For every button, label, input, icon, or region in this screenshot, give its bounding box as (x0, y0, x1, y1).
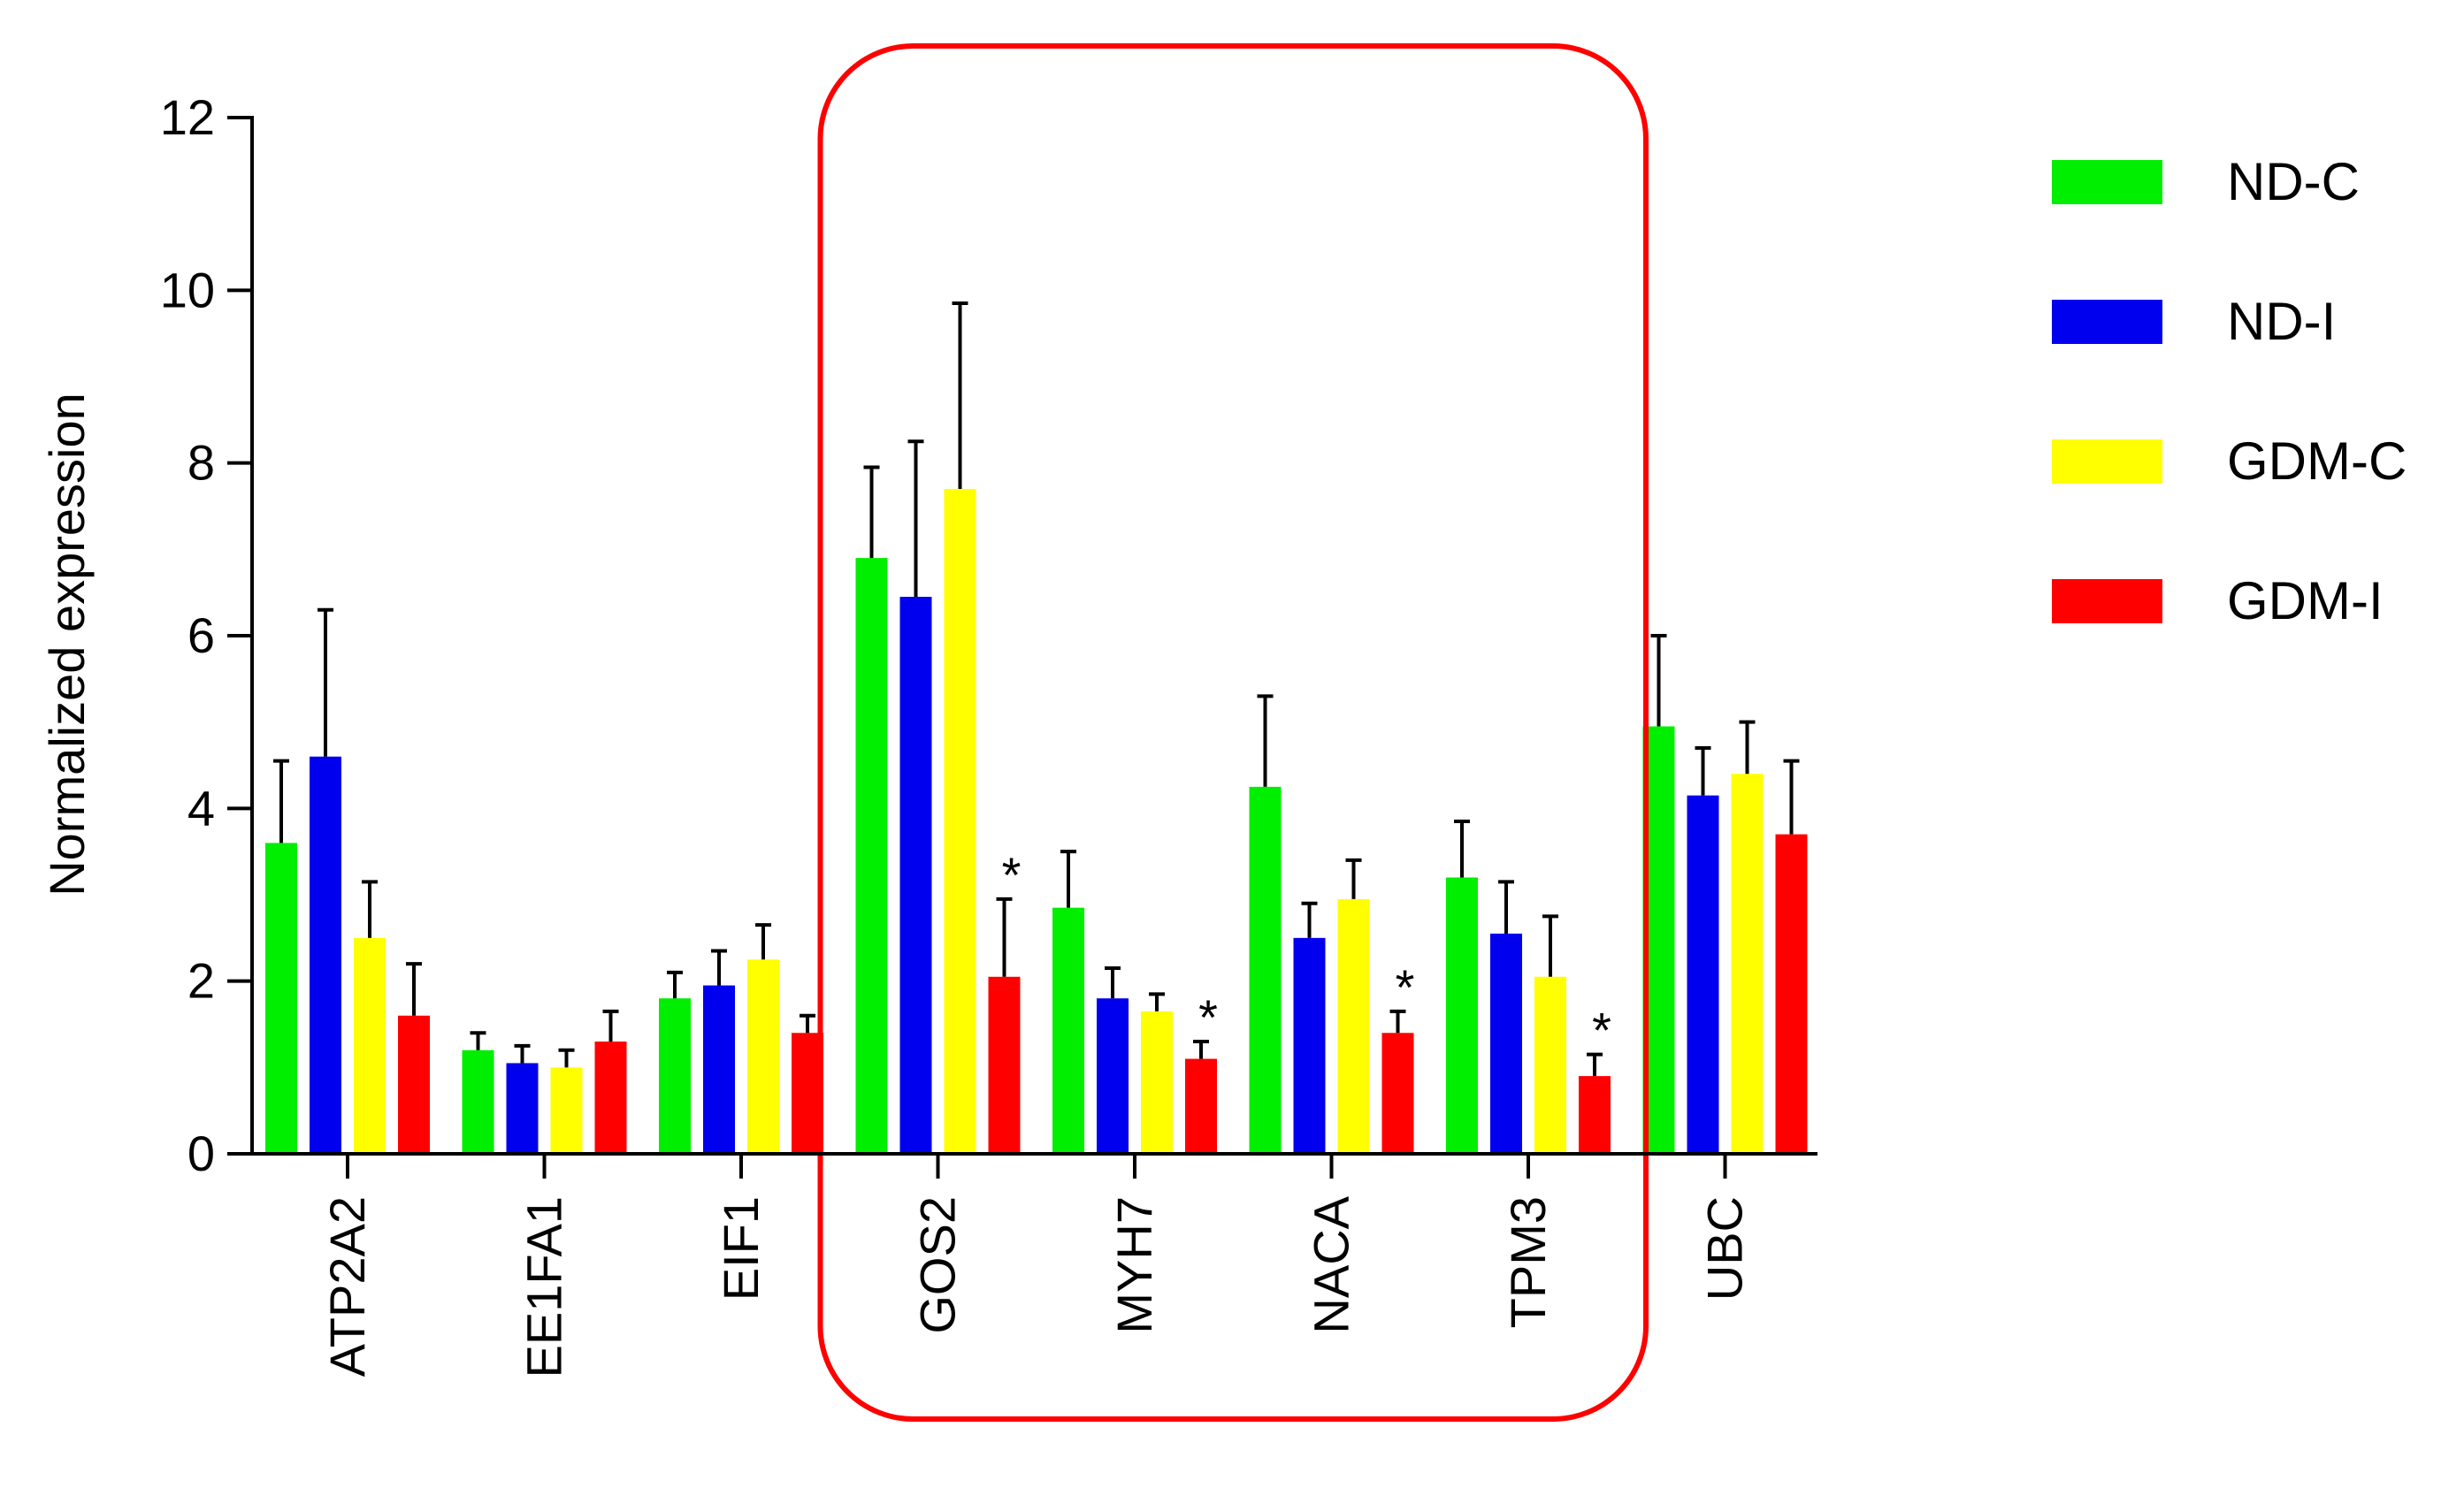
y-tick-label-0: 0 (187, 1126, 215, 1181)
legend-swatch-gdm-c (2052, 439, 2162, 484)
bar-myh7-nd-c (1052, 907, 1084, 1154)
bar-ee1fa1-gdm-i (594, 1042, 627, 1154)
y-tick-label-4: 4 (187, 780, 215, 836)
bar-ubc-gdm-i (1775, 834, 1808, 1154)
bar-ee1fa1-nd-c (462, 1049, 494, 1154)
x-tick-label-eif1: EIF1 (713, 1196, 769, 1301)
y-tick-label-10: 10 (160, 262, 215, 317)
bar-eif1-nd-i (703, 985, 735, 1154)
legend-swatch-nd-i (2052, 300, 2162, 344)
bar-atp2a2-gdm-c (354, 937, 386, 1154)
bar-ubc-gdm-c (1731, 774, 1764, 1154)
y-tick-label-2: 2 (187, 953, 215, 1009)
bar-atp2a2-nd-c (265, 843, 297, 1154)
legend-swatch-nd-c (2052, 160, 2162, 204)
error-bars-layer (273, 301, 1800, 1077)
bar-atp2a2-gdm-i (398, 1015, 430, 1154)
x-tick-label-naca: NACA (1304, 1195, 1359, 1333)
bars-layer (265, 488, 1808, 1154)
x-tick-label-myh7: MYH7 (1106, 1196, 1162, 1334)
bar-ee1fa1-nd-i (506, 1063, 539, 1154)
bar-myh7-gdm-c (1141, 1011, 1173, 1154)
bar-tpm3-nd-c (1446, 877, 1478, 1154)
x-tick-label-ee1fa1: EE1FA1 (517, 1196, 572, 1377)
bar-eif1-nd-c (659, 998, 691, 1154)
x-tick-label-tpm3: TPM3 (1500, 1196, 1556, 1328)
bar-naca-gdm-i (1381, 1033, 1414, 1154)
bar-gos2-gdm-i (988, 976, 1021, 1154)
bar-tpm3-gdm-i (1579, 1076, 1611, 1154)
y-tick-label-8: 8 (187, 435, 215, 491)
legend-label-gdm-c: GDM-C (2227, 431, 2407, 491)
legend: ND-C ND-I GDM-C GDM-I (2052, 152, 2407, 630)
y-axis-label: Normalized expression (39, 393, 95, 897)
bar-myh7-gdm-i (1185, 1058, 1217, 1154)
bar-ee1fa1-gdm-c (550, 1067, 583, 1154)
significance-marker-myh7: * (1198, 989, 1218, 1045)
y-tick-label-6: 6 (187, 607, 215, 663)
highlight-box (817, 43, 1649, 1422)
highlight-layer (817, 43, 1649, 1422)
bar-naca-nd-c (1249, 786, 1282, 1154)
bar-tpm3-gdm-c (1534, 976, 1566, 1154)
significance-marker-tpm3: * (1592, 1003, 1611, 1058)
x-tick-label-atp2a2: ATP2A2 (319, 1196, 375, 1377)
legend-swatch-gdm-i (2052, 579, 2162, 623)
bar-eif1-gdm-c (747, 959, 779, 1154)
legend-label-nd-i: ND-I (2227, 292, 2336, 351)
bar-naca-gdm-c (1337, 898, 1370, 1154)
bar-ubc-nd-i (1687, 795, 1719, 1154)
significance-marker-naca: * (1396, 959, 1415, 1015)
bar-atp2a2-nd-i (310, 756, 341, 1154)
bar-gos2-nd-i (899, 597, 932, 1154)
bar-gos2-gdm-c (944, 488, 976, 1154)
legend-label-gdm-i: GDM-I (2227, 571, 2384, 630)
y-tick-label-12: 12 (160, 89, 215, 145)
bar-myh7-nd-i (1097, 998, 1129, 1154)
x-tick-label-gos2: GOS2 (910, 1196, 966, 1334)
bar-naca-nd-i (1293, 937, 1326, 1154)
bar-tpm3-nd-i (1490, 933, 1522, 1154)
legend-label-nd-c: ND-C (2227, 152, 2360, 211)
axes-layer: * * * * 0 2 4 6 8 10 12 Normalized expression ATP2A2… (39, 89, 1817, 1377)
x-tick-label-ubc: UBC (1697, 1196, 1753, 1301)
bar-gos2-nd-c (855, 558, 888, 1154)
significance-marker-gos2: * (1002, 847, 1022, 903)
